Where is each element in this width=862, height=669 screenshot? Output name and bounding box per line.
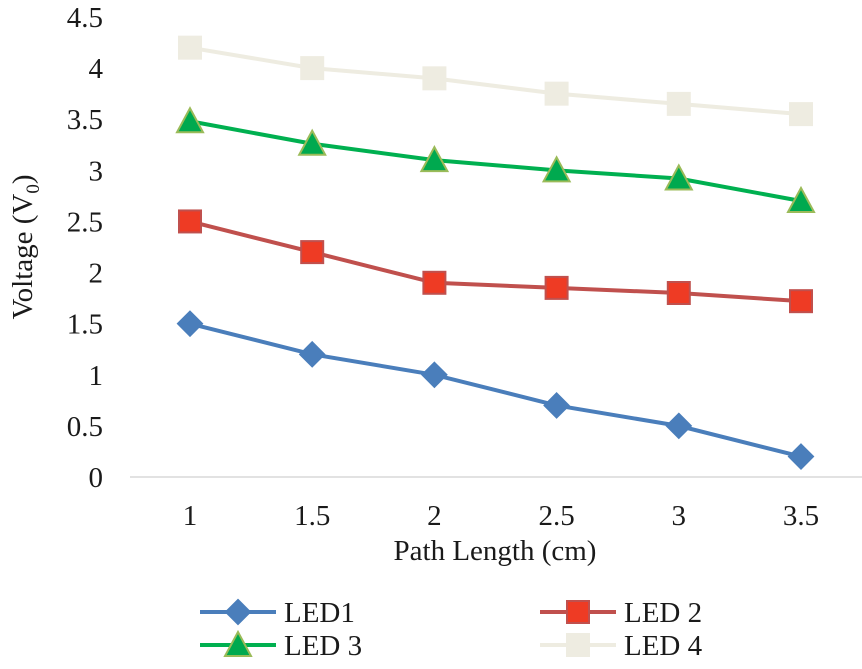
y-tick-label: 2 xyxy=(89,258,104,290)
data-point-triangle xyxy=(175,106,205,134)
data-point-square xyxy=(666,91,691,116)
data-point-diamond xyxy=(420,361,448,389)
data-point-square xyxy=(422,270,447,295)
data-point-square xyxy=(566,633,590,657)
legend: LED1 LED 2 LED 3 LED 4 xyxy=(200,597,703,662)
series-led1 xyxy=(176,310,815,470)
legend-label: LED 3 xyxy=(284,630,362,662)
series-led-2 xyxy=(178,209,813,314)
data-point-square xyxy=(544,275,569,300)
data-point-square xyxy=(422,66,447,91)
y-tick-label: 2.5 xyxy=(67,206,103,238)
legend-item: LED1 xyxy=(200,597,355,629)
y-tick-label: 4.5 xyxy=(67,2,103,34)
y-tick-label: 1 xyxy=(89,360,104,392)
legend-label: LED 2 xyxy=(624,597,702,629)
x-tick-label: 2.5 xyxy=(538,500,574,532)
x-tick-label: 3.5 xyxy=(783,500,819,532)
y-axis-ticks: 0 0.5 1 1.5 2 2.5 3 3.5 4 4.5 xyxy=(67,2,104,494)
data-point-diamond xyxy=(543,392,571,419)
data-point-square xyxy=(178,35,202,60)
data-point-diamond xyxy=(176,310,204,338)
series-line xyxy=(189,45,802,117)
x-axis-ticks: 1 1.5 2 2.5 3 3.5 xyxy=(183,500,819,532)
data-point-square xyxy=(789,102,813,127)
data-point-square xyxy=(300,240,325,265)
data-point-square xyxy=(566,600,590,624)
data-point-square xyxy=(300,56,325,81)
x-tick-label: 3 xyxy=(672,500,687,532)
data-point-square xyxy=(789,289,813,314)
y-axis-title-main: Voltage (V xyxy=(7,194,39,320)
x-tick-label: 1 xyxy=(183,500,198,532)
y-tick-label: 1.5 xyxy=(67,309,103,341)
series-line xyxy=(189,219,802,304)
legend-item: LED 3 xyxy=(200,629,362,662)
data-point-triangle xyxy=(419,145,450,173)
y-tick-label: 4 xyxy=(89,53,104,85)
legend-label: LED1 xyxy=(284,597,355,629)
y-tick-label: 0 xyxy=(89,462,104,494)
data-point-diamond xyxy=(298,340,326,368)
data-point-triangle xyxy=(664,163,694,191)
data-point-triangle xyxy=(223,629,253,657)
y-tick-label: 0.5 xyxy=(67,411,103,443)
series-line xyxy=(189,321,802,459)
data-point-square xyxy=(666,281,691,305)
series-led-3 xyxy=(175,106,816,213)
series-led-4 xyxy=(178,35,813,127)
y-tick-label: 3.5 xyxy=(67,104,103,136)
x-axis-title: Path Length (cm) xyxy=(394,535,597,567)
y-axis-title-suffix: ) xyxy=(7,174,39,184)
legend-item: LED 2 xyxy=(540,597,702,629)
series-group xyxy=(175,35,816,470)
data-point-diamond xyxy=(787,443,815,470)
data-point-square xyxy=(544,81,569,106)
data-point-triangle xyxy=(297,128,327,156)
data-point-triangle xyxy=(786,185,816,213)
data-point-diamond xyxy=(224,598,252,626)
y-axis-title: Voltage (V0) xyxy=(7,174,44,319)
series-line xyxy=(189,119,802,203)
x-tick-label: 1.5 xyxy=(294,500,330,532)
x-tick-label: 2 xyxy=(427,500,442,532)
legend-label: LED 4 xyxy=(624,630,703,662)
legend-item: LED 4 xyxy=(540,630,703,662)
y-axis-title-subscript: 0 xyxy=(23,184,44,194)
y-tick-label: 3 xyxy=(89,155,104,187)
data-point-triangle xyxy=(541,155,572,183)
data-point-square xyxy=(178,209,202,234)
data-point-diamond xyxy=(665,412,693,440)
